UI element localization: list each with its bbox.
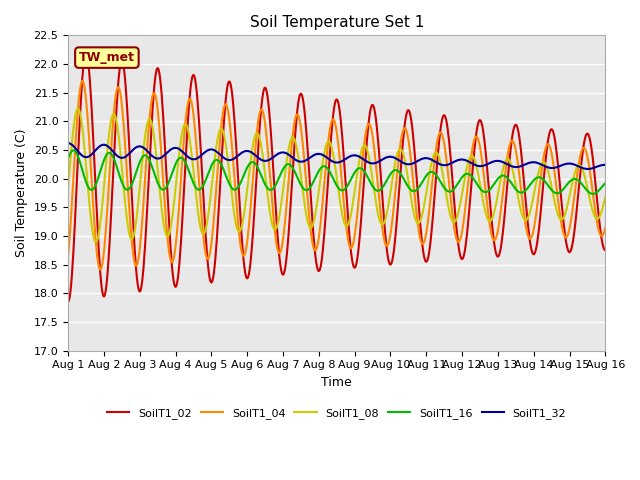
- SoilT1_16: [589, 191, 596, 197]
- SoilT1_16: [184, 167, 192, 173]
- SoilT1_04: [214, 167, 221, 172]
- SoilT1_02: [130, 234, 138, 240]
- SoilT1_32: [418, 156, 426, 162]
- SoilT1_08: [602, 194, 609, 200]
- SoilT1_16: [403, 181, 410, 187]
- SoilT1_32: [74, 148, 82, 154]
- SoilT1_08: [186, 133, 193, 139]
- Text: TW_met: TW_met: [79, 51, 135, 64]
- SoilT1_32: [129, 147, 137, 153]
- SoilT1_04: [131, 260, 138, 265]
- SoilT1_04: [97, 267, 104, 273]
- SoilT1_04: [74, 107, 82, 113]
- Legend: SoilT1_02, SoilT1_04, SoilT1_08, SoilT1_16, SoilT1_32: SoilT1_02, SoilT1_04, SoilT1_08, SoilT1_…: [103, 404, 571, 423]
- SoilT1_08: [131, 228, 138, 234]
- SoilT1_32: [402, 161, 410, 167]
- SoilT1_02: [74, 156, 82, 162]
- SoilT1_04: [79, 78, 86, 84]
- SoilT1_04: [186, 96, 193, 102]
- SoilT1_02: [83, 50, 90, 56]
- SoilT1_08: [419, 208, 427, 214]
- Line: SoilT1_16: SoilT1_16: [68, 150, 605, 194]
- SoilT1_02: [184, 110, 192, 116]
- SoilT1_08: [74, 106, 82, 111]
- Line: SoilT1_04: SoilT1_04: [68, 81, 605, 270]
- SoilT1_32: [584, 166, 592, 172]
- SoilT1_32: [212, 148, 220, 154]
- SoilT1_16: [75, 155, 83, 161]
- SoilT1_02: [403, 111, 410, 117]
- Y-axis label: Soil Temperature (C): Soil Temperature (C): [15, 129, 28, 257]
- SoilT1_16: [602, 180, 609, 186]
- SoilT1_02: [419, 241, 426, 247]
- SoilT1_16: [213, 157, 221, 163]
- SoilT1_08: [64, 184, 72, 190]
- SoilT1_08: [403, 171, 411, 177]
- SoilT1_32: [184, 154, 191, 159]
- SoilT1_16: [419, 179, 426, 185]
- SoilT1_08: [214, 136, 221, 142]
- SoilT1_32: [64, 140, 72, 146]
- SoilT1_02: [64, 299, 72, 305]
- X-axis label: Time: Time: [321, 376, 352, 389]
- Line: SoilT1_02: SoilT1_02: [68, 53, 605, 302]
- SoilT1_02: [602, 247, 609, 253]
- SoilT1_08: [92, 239, 100, 245]
- SoilT1_16: [130, 176, 138, 182]
- SoilT1_02: [213, 237, 221, 242]
- Title: Soil Temperature Set 1: Soil Temperature Set 1: [250, 15, 424, 30]
- SoilT1_16: [70, 147, 77, 153]
- SoilT1_04: [64, 252, 72, 257]
- SoilT1_04: [602, 225, 609, 230]
- Line: SoilT1_08: SoilT1_08: [68, 108, 605, 242]
- SoilT1_16: [64, 156, 72, 161]
- SoilT1_32: [602, 162, 609, 168]
- SoilT1_04: [419, 241, 427, 247]
- Line: SoilT1_32: SoilT1_32: [68, 143, 605, 169]
- SoilT1_04: [403, 132, 411, 137]
- SoilT1_08: [75, 106, 83, 112]
